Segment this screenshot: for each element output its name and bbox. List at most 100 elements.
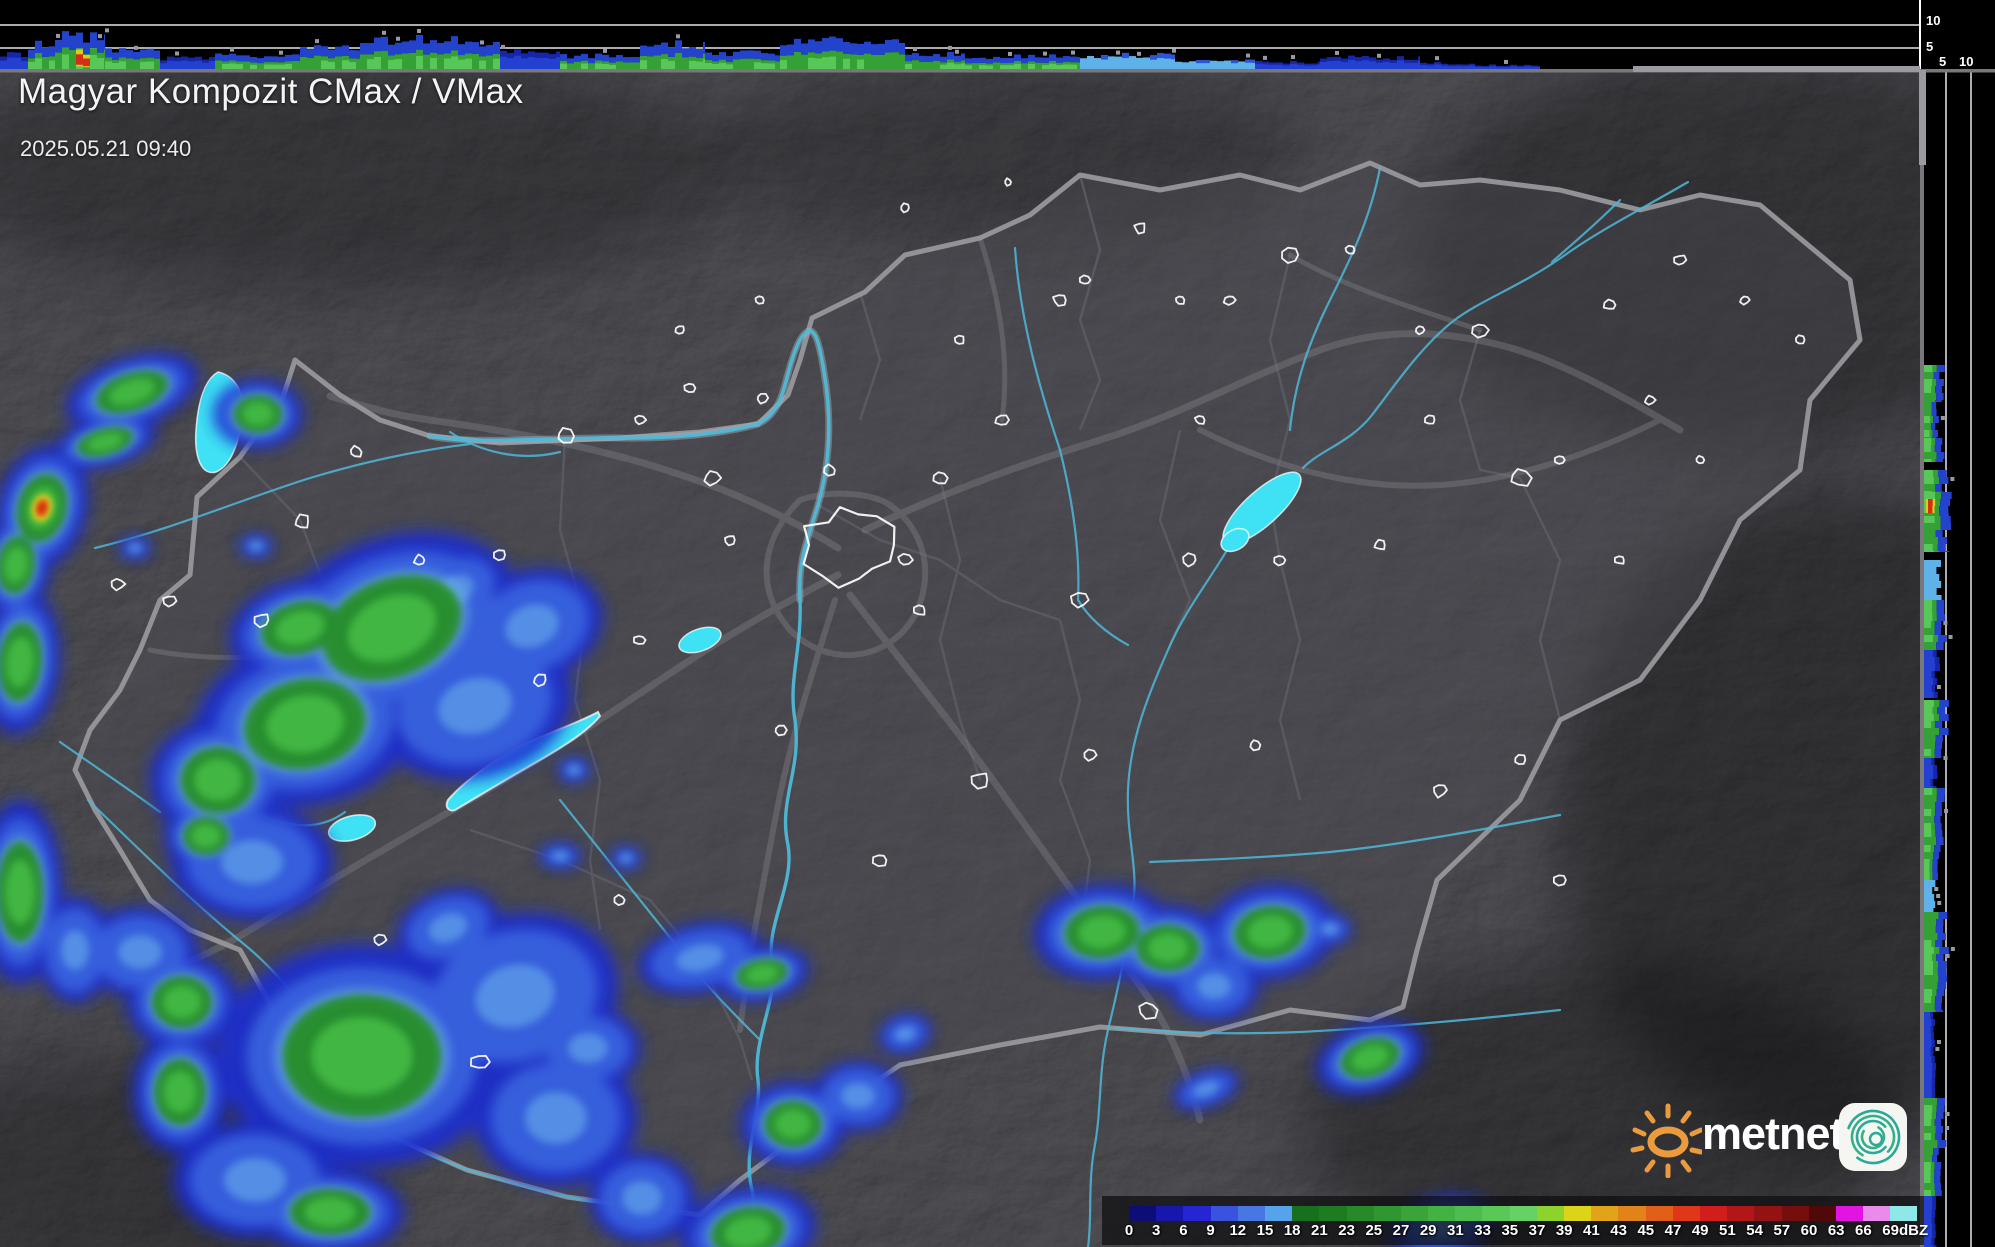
danube-river xyxy=(428,329,831,1247)
city-outline xyxy=(900,202,910,214)
legend-color-cell xyxy=(1482,1206,1510,1221)
legend-tick: 43 xyxy=(1610,1222,1627,1239)
altitude-tick-10km: 10 xyxy=(1926,13,1941,28)
right-ground-line xyxy=(1920,70,1924,1247)
echo-blob xyxy=(221,840,283,884)
legend-tick: 31 xyxy=(1447,1222,1464,1239)
legend-tick: 33 xyxy=(1474,1222,1491,1239)
city-outline xyxy=(373,933,388,947)
echo-blob xyxy=(163,1070,197,1114)
echo-blob xyxy=(162,985,202,1019)
legend-tick: 49 xyxy=(1691,1222,1709,1239)
echo-blob xyxy=(108,378,156,406)
echo-blob xyxy=(61,930,89,970)
legend-color-cell xyxy=(1237,1206,1265,1221)
city-outline xyxy=(1138,1001,1159,1020)
page-title: Magyar Kompozit CMax / VMax xyxy=(18,72,524,111)
right-axis-tick-5: 5 xyxy=(1939,54,1947,69)
legend-color-cell xyxy=(1183,1206,1211,1221)
echo-blob xyxy=(841,1083,875,1109)
city-outline xyxy=(1554,455,1566,465)
city-outline xyxy=(1133,222,1146,235)
legend-tick: 63 xyxy=(1827,1222,1845,1239)
city-outline xyxy=(1249,739,1262,752)
logo-text: metnet xyxy=(1702,1108,1845,1159)
city-outline xyxy=(756,392,770,405)
city-outline xyxy=(1281,246,1300,264)
legend-color-cell xyxy=(1727,1206,1755,1221)
echo-blob xyxy=(37,501,47,515)
city-outline xyxy=(970,772,989,790)
echo-layer xyxy=(3,378,1389,1247)
altitude-tick-5km: 5 xyxy=(1926,39,1934,54)
city-outline xyxy=(253,613,270,629)
right-profile-gridlines xyxy=(1945,70,1972,1247)
top-profile-echoes xyxy=(0,28,1540,70)
city-outline xyxy=(703,470,723,487)
legend-tick: 37 xyxy=(1528,1222,1546,1239)
city-outline xyxy=(1673,254,1688,266)
city-outline xyxy=(754,295,765,305)
legend-color-cell xyxy=(1781,1206,1809,1221)
legend-tick: 12 xyxy=(1229,1222,1247,1239)
city-outline xyxy=(1553,874,1567,887)
legend-color-cell xyxy=(1808,1206,1836,1221)
legend-color-cell xyxy=(1618,1206,1646,1221)
legend-tick: 41 xyxy=(1583,1222,1600,1239)
echo-blob xyxy=(1147,933,1189,963)
echo-blob xyxy=(6,636,34,688)
city-outline xyxy=(469,1054,491,1069)
echo-blob xyxy=(525,1092,587,1144)
city-outline xyxy=(110,577,127,592)
city-outline-budapest xyxy=(802,506,896,589)
legend-tick: 29 xyxy=(1419,1222,1437,1239)
legend-tick: 35 xyxy=(1501,1222,1519,1239)
lake-kis-balaton xyxy=(327,814,377,842)
legend-tick: 39 xyxy=(1555,1222,1573,1239)
echo-blob xyxy=(5,859,35,925)
legend-color-cell xyxy=(1373,1206,1401,1221)
echo-blob xyxy=(724,1216,772,1247)
city-outline xyxy=(162,595,178,608)
echo-blob xyxy=(194,758,242,802)
legend-tick: 60 xyxy=(1800,1222,1818,1239)
city-outline xyxy=(1614,555,1625,565)
city-outline xyxy=(533,673,547,688)
echo-blob xyxy=(1193,1081,1219,1097)
legend-tick: 3 xyxy=(1152,1222,1161,1239)
echo-blob xyxy=(191,824,221,848)
metnet-logo: metnet xyxy=(1628,1094,1923,1178)
legend-color-cell xyxy=(1455,1206,1483,1221)
city-outline xyxy=(1602,298,1617,310)
city-outline xyxy=(1373,538,1386,551)
city-outline xyxy=(1510,468,1533,487)
right-axis-tick-10: 10 xyxy=(1959,54,1974,69)
legend-tick: 25 xyxy=(1365,1222,1383,1239)
city-outline xyxy=(1795,334,1806,345)
legend-color-band xyxy=(1129,1206,1918,1221)
legend-color-cell xyxy=(1835,1206,1864,1221)
echo-layer xyxy=(61,542,1462,1238)
legend-color-cell xyxy=(1863,1206,1891,1221)
top-ground-line xyxy=(0,69,1995,73)
city-outline xyxy=(1514,754,1527,765)
city-outline xyxy=(633,635,647,645)
echo-blob xyxy=(1247,915,1293,949)
city-outline xyxy=(897,553,914,566)
city-outline xyxy=(724,535,736,547)
legend-color-cell xyxy=(1672,1206,1700,1221)
timestamp: 2025.05.21 09:40 xyxy=(20,136,192,161)
legend-tick: 15 xyxy=(1256,1222,1274,1239)
city-outline xyxy=(932,471,949,485)
city-outline xyxy=(634,414,648,426)
echo-blob xyxy=(438,677,512,735)
city-outline xyxy=(1052,294,1067,307)
legend-tick: 66 xyxy=(1855,1222,1872,1239)
echo-blob xyxy=(568,1033,608,1063)
city-outline xyxy=(1433,784,1448,799)
legend-color-cell xyxy=(1564,1206,1592,1221)
city-outline xyxy=(1004,177,1012,187)
